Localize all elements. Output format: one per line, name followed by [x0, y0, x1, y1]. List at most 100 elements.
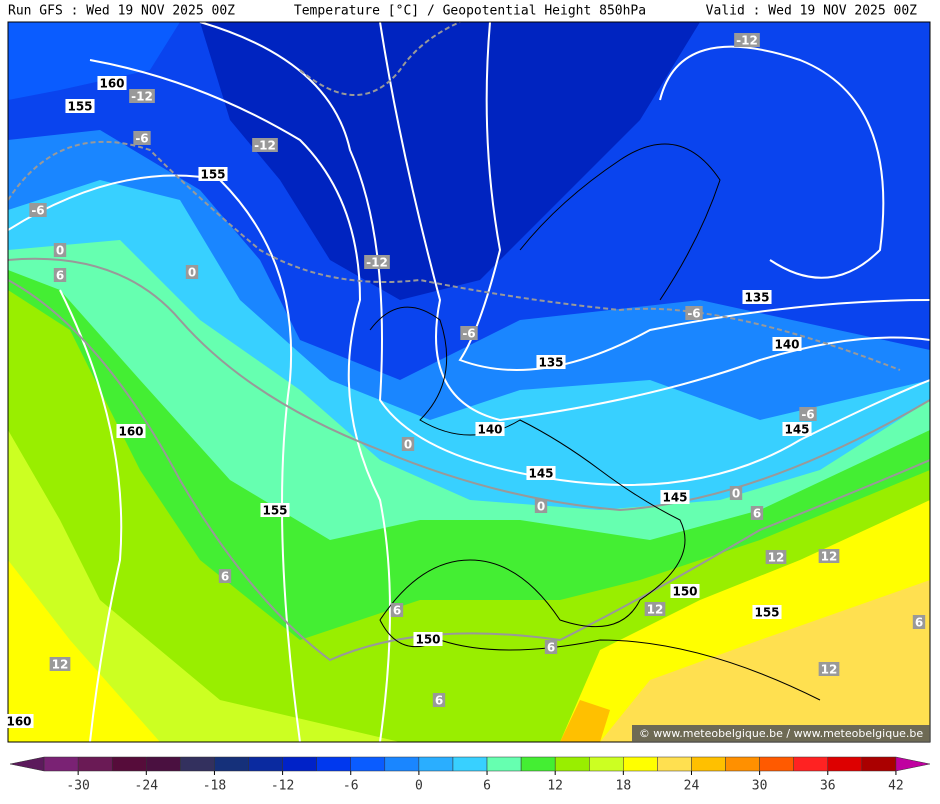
- temperature-label: 0: [537, 500, 545, 514]
- temperature-label-box: [252, 138, 278, 152]
- temperature-label: -12: [254, 139, 276, 153]
- temperature-label-box: [53, 243, 67, 257]
- temperature-label-box: [460, 326, 478, 340]
- height-label-box: [772, 337, 802, 351]
- temperature-label: -6: [135, 132, 148, 146]
- temperature-label-box: [799, 407, 817, 421]
- temperature-label: 6: [56, 269, 64, 283]
- temperature-label: 0: [732, 487, 740, 501]
- temperature-label-box: [685, 306, 703, 320]
- colorbar-segment: [214, 756, 249, 772]
- temperature-label-box: [765, 550, 787, 564]
- colorbar-tick-label: 36: [820, 779, 836, 794]
- colorbar-tick-label: 24: [684, 779, 700, 794]
- temperature-label-box: [750, 506, 764, 520]
- colorbar-tick-label: 18: [616, 779, 632, 794]
- height-label-box: [116, 424, 146, 438]
- temperature-label: 12: [768, 551, 785, 565]
- colorbar-segment: [180, 756, 215, 772]
- map-title: Temperature [°C] / Geopotential Height 8…: [294, 4, 646, 19]
- height-label-box: [752, 605, 782, 619]
- height-label-box: [260, 503, 290, 517]
- height-label: 160: [99, 77, 124, 91]
- temperature-label: -12: [736, 34, 758, 48]
- height-label: 155: [262, 504, 287, 518]
- temperature-label: 6: [915, 616, 923, 630]
- colorbar-segment: [146, 756, 181, 772]
- temperature-label-box: [390, 603, 404, 617]
- height-label: 145: [662, 491, 687, 505]
- colorbar-segment: [623, 756, 658, 772]
- valid-label: Valid : Wed 19 NOV 2025 00Z: [706, 4, 917, 19]
- height-label-box: [670, 584, 700, 598]
- colorbar-segment: [452, 756, 488, 772]
- colorbar-segment: [9, 756, 45, 772]
- run-label: Run GFS : Wed 19 NOV 2025 00Z: [8, 4, 235, 19]
- temperature-label-box: [53, 268, 67, 282]
- height-label-box: [742, 290, 772, 304]
- height-label-box: [475, 422, 505, 436]
- height-label: 155: [67, 100, 92, 114]
- temperature-label-box: [129, 89, 155, 103]
- colorbar-segment: [827, 756, 863, 772]
- temperature-label: 6: [435, 694, 443, 708]
- temperature-label: 12: [821, 663, 838, 677]
- colorbar-tick-label: 30: [752, 779, 768, 794]
- temperature-label: -6: [801, 408, 814, 422]
- temperature-label-box: [218, 569, 232, 583]
- colorbar-segment: [282, 756, 317, 772]
- colorbar-segment: [111, 756, 147, 772]
- temperature-label: 12: [647, 603, 664, 617]
- height-label: 155: [200, 168, 225, 182]
- temperature-label-box: [818, 549, 840, 563]
- temperature-label-box: [29, 203, 47, 217]
- temperature-label-box: [734, 33, 760, 47]
- height-label: 155: [754, 606, 779, 620]
- colorbar-tick-label: -18: [203, 779, 226, 794]
- temperature-label-box: [818, 662, 840, 676]
- temperature-label: 0: [404, 438, 412, 452]
- colorbar-segment: [589, 756, 624, 772]
- temperature-label-box: [401, 437, 415, 451]
- height-label: 160: [6, 715, 31, 729]
- height-label-box: [97, 76, 127, 90]
- temperature-label: 12: [52, 658, 69, 672]
- colorbar-tick-label: 12: [547, 779, 563, 794]
- colorbar-segment: [759, 756, 794, 772]
- height-label-box: [198, 167, 228, 181]
- colorbar-segment: [725, 756, 760, 772]
- watermark: © www.meteobelgique.be / www.meteobelgiq…: [639, 727, 924, 740]
- contour-labels: 160 155 155 135 140 135 140 145 145 145 160 155 150 1…: [4, 33, 926, 729]
- height-label: 160: [118, 425, 143, 439]
- temperature-label-box: [544, 640, 558, 654]
- colorbar-segment: [691, 756, 726, 772]
- height-label: 140: [477, 423, 502, 437]
- temperature-label: -6: [31, 204, 44, 218]
- colorbar-tick-label: -6: [343, 779, 359, 794]
- colorbar-tick-label: -30: [66, 779, 89, 794]
- height-label-box: [526, 466, 556, 480]
- temperature-label-box: [364, 255, 390, 269]
- colorbar-tick-label: 42: [888, 779, 904, 794]
- height-label: 150: [415, 633, 440, 647]
- colorbar-segment: [657, 756, 692, 772]
- colorbar-segment: [418, 756, 454, 772]
- temperature-label: 6: [393, 604, 401, 618]
- map-field: [8, 22, 930, 742]
- temperature-label: 6: [221, 570, 229, 584]
- temperature-label-box: [133, 131, 151, 145]
- colorbar-tick-label: 0: [415, 779, 423, 794]
- colorbar-segment: [316, 756, 351, 772]
- temperature-label: -12: [131, 90, 153, 104]
- height-label-box: [65, 99, 95, 113]
- temperature-label: 6: [547, 641, 555, 655]
- colorbar-tick-label: 6: [483, 779, 491, 794]
- temperature-label: -6: [462, 327, 475, 341]
- temperature-label: -6: [687, 307, 700, 321]
- colorbar-segment: [350, 756, 386, 772]
- temperature-label-box: [644, 602, 666, 616]
- colorbar-segment: [486, 756, 522, 772]
- temperature-label-box: [534, 499, 548, 513]
- height-label: 150: [672, 585, 697, 599]
- colorbar-segment: [554, 756, 590, 772]
